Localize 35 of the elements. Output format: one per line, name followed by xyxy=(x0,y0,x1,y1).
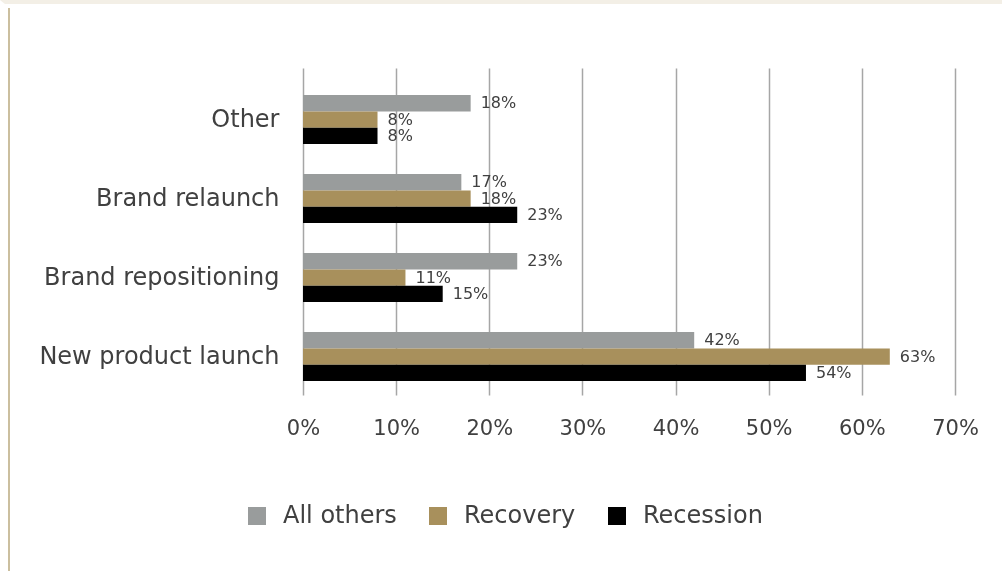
y-tick-label: Brand relaunch xyxy=(96,183,280,212)
x-tick-label: 10% xyxy=(373,415,420,440)
bar xyxy=(303,190,471,207)
x-tick-label: 30% xyxy=(559,415,607,440)
data-label: 18% xyxy=(480,93,517,113)
bar xyxy=(303,127,378,145)
bar xyxy=(303,253,518,270)
legend-label: Recovery xyxy=(464,501,576,529)
data-label: 23% xyxy=(527,204,563,224)
y-tick-label: New product launch xyxy=(39,341,280,370)
bar xyxy=(303,174,462,191)
x-tick-label: 50% xyxy=(745,415,793,440)
data-label: 23% xyxy=(527,251,563,271)
legend-label: Recession xyxy=(643,501,763,529)
data-label: 54% xyxy=(815,362,852,382)
legend-label: All others xyxy=(283,501,397,529)
x-tick-label: 20% xyxy=(466,415,514,440)
bar xyxy=(303,95,471,112)
y-tick-label: Other xyxy=(211,104,280,133)
x-tick-label: 70% xyxy=(932,415,979,440)
bar xyxy=(303,285,443,303)
y-tick-label: Brand repositioning xyxy=(44,262,280,291)
x-tick-label: 40% xyxy=(652,415,700,440)
bar xyxy=(303,206,518,224)
data-label: 63% xyxy=(899,346,936,366)
data-label: 15% xyxy=(452,283,489,303)
x-tick-label: 60% xyxy=(839,415,886,440)
data-label: 42% xyxy=(704,330,740,350)
bar xyxy=(303,111,378,128)
bar xyxy=(303,269,406,286)
data-label: 11% xyxy=(415,267,452,287)
bar xyxy=(303,364,806,382)
x-tick-label: 0% xyxy=(286,415,321,440)
bar xyxy=(303,348,890,365)
bar xyxy=(303,332,695,349)
